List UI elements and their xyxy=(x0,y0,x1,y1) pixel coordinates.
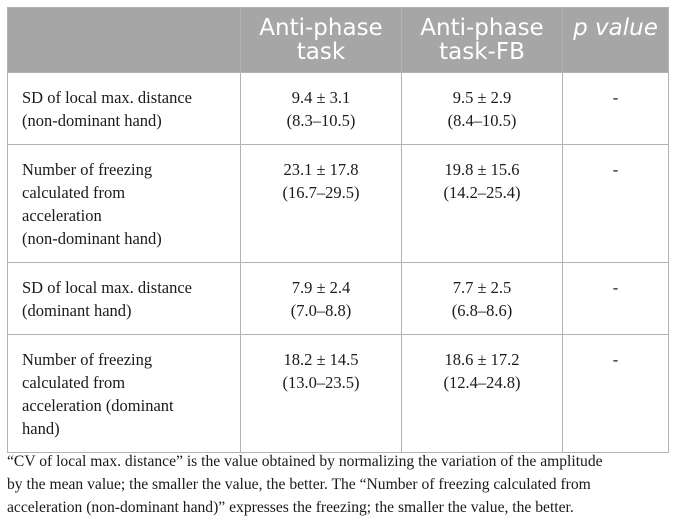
cell-task: 18.2 ± 14.5 (13.0–23.5) xyxy=(240,334,402,453)
cell-task: 9.4 ± 3.1 (8.3–10.5) xyxy=(240,72,402,145)
table-row: SD of local max. distance (non-dominant … xyxy=(7,72,669,145)
cell-task-fb: 19.8 ± 15.6 (14.2–25.4) xyxy=(401,144,563,263)
cell-task-fb: 18.6 ± 17.2 (12.4–24.8) xyxy=(401,334,563,453)
header-row: Anti-phase task Anti-phase task-FB p val… xyxy=(7,7,669,73)
footnote-line: acceleration (non-dominant hand)” expres… xyxy=(7,499,574,516)
table-row: Number of freezing calculated from accel… xyxy=(7,334,669,453)
header-anti-phase-task: Anti-phase task xyxy=(240,7,402,73)
cell-p-value: - xyxy=(562,72,669,145)
footnote-line: “CV of local max. distance” is the value… xyxy=(7,453,603,470)
header-anti-phase-task-fb: Anti-phase task-FB xyxy=(401,7,563,73)
cell-task-fb: 7.7 ± 2.5 (6.8–8.6) xyxy=(401,262,563,335)
cell-task-fb: 9.5 ± 2.9 (8.4–10.5) xyxy=(401,72,563,145)
table-row: SD of local max. distance (dominant hand… xyxy=(7,262,669,335)
row-label: Number of freezing calculated from accel… xyxy=(7,334,241,453)
cell-p-value: - xyxy=(562,334,669,453)
row-label: Number of freezing calculated from accel… xyxy=(7,144,241,263)
results-table: Anti-phase task Anti-phase task-FB p val… xyxy=(7,7,669,453)
cell-task: 23.1 ± 17.8 (16.7–29.5) xyxy=(240,144,402,263)
cell-p-value: - xyxy=(562,144,669,263)
row-label: SD of local max. distance (non-dominant … xyxy=(7,72,241,145)
footnote-line: by the mean value; the smaller the value… xyxy=(7,476,591,493)
cell-p-value: - xyxy=(562,262,669,335)
header-blank xyxy=(7,7,241,73)
row-label: SD of local max. distance (dominant hand… xyxy=(7,262,241,335)
table-row: Number of freezing calculated from accel… xyxy=(7,144,669,263)
cell-task: 7.9 ± 2.4 (7.0–8.8) xyxy=(240,262,402,335)
header-p-value: p value xyxy=(562,7,669,73)
table-footnote: “CV of local max. distance” is the value… xyxy=(7,450,669,519)
